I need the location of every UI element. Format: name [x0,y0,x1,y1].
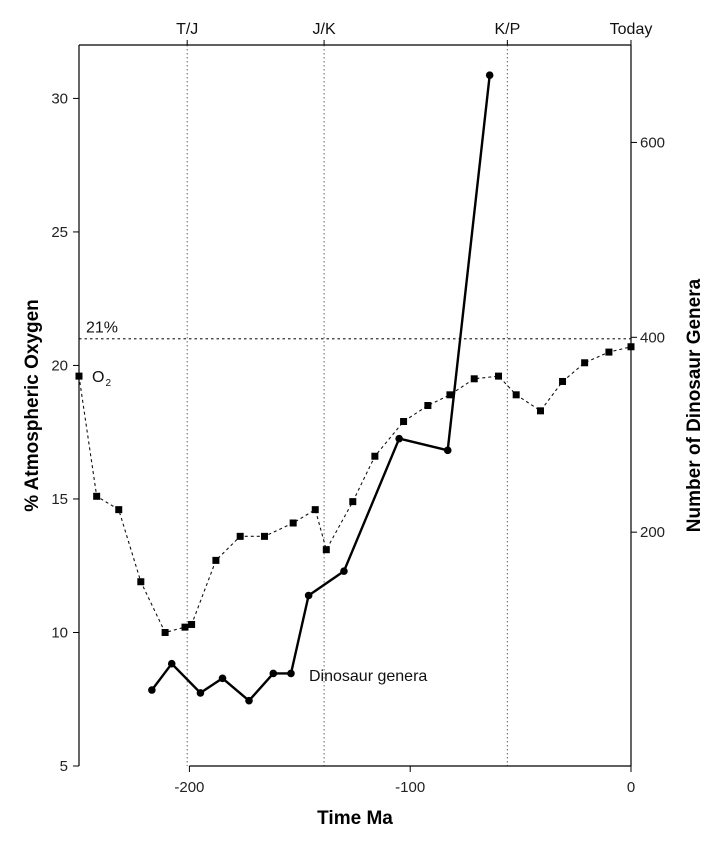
x-axis-title: Time Ma [317,808,393,829]
y2-axis-title: Number of Dinosaur Genera [684,278,705,532]
y-tick-label: 25 [51,224,68,241]
y-tick-label: 10 [51,624,68,641]
top-marker-label: K/P [494,21,520,38]
o2-point [446,391,454,399]
o2-point [322,546,330,554]
axes-layer [73,40,637,772]
o2-point [470,375,478,383]
o2-point [115,506,123,514]
o2-annotation-main: O [92,369,104,386]
o2-annotation: O2 [92,369,111,389]
top-marker-label: T/J [176,21,198,38]
dinosaur-point [196,689,205,697]
series-o2-line [78,346,632,634]
o2-point [93,492,101,500]
series-dinosaur-genera-line [150,75,491,702]
y-axis-title: % Atmospheric Oxygen [22,299,43,512]
o2-point [161,628,169,636]
x-tick-label: -100 [395,779,425,796]
o2-point [627,343,635,351]
o2-point [181,623,189,631]
o2-point [349,498,357,506]
y-tick-label: 5 [60,758,68,775]
o2-point [371,452,379,460]
o2-point [495,372,503,380]
o2-point [260,532,268,540]
dinosaur-point [245,696,253,705]
y2-tick-label: 600 [640,134,665,151]
o2-point [236,532,244,540]
dinosaur-point [148,686,156,694]
y2-tick-label: 400 [640,329,665,346]
o2-point [581,359,589,367]
dinosaur-point [167,659,176,668]
o2-point [424,402,432,409]
x-tick-label: -200 [174,779,204,796]
dinosaur-point [485,71,494,80]
o2-point [605,348,613,356]
dinosaur-point [395,434,403,443]
x-tick-label: 0 [627,779,635,796]
top-marker-label: J/K [313,21,336,38]
series-layer [75,71,635,705]
dinosaur-point [443,446,452,455]
o2-point [536,407,544,415]
top-marker-label: Today [610,21,653,38]
o2-point [75,372,83,380]
grid-layer [79,45,631,766]
dinosaur-annotation: Dinosaur genera [309,668,427,685]
dinosaur-point [269,669,278,678]
o2-point [559,377,567,385]
y-tick-label: 15 [51,491,68,508]
dinosaur-point [287,669,295,678]
dinosaur-point [218,674,227,683]
o2-point [311,506,319,514]
dinosaur-point [304,591,313,600]
reference-line-label: 21% [86,320,118,337]
y-tick-label: 20 [51,357,68,374]
y-tick-label: 30 [51,90,68,107]
o2-point [212,556,220,564]
o2-point [188,620,196,628]
o2-point [137,578,145,586]
o2-annotation-subscript: 2 [105,378,111,389]
dinosaur-point [340,567,348,575]
y2-tick-label: 200 [640,524,665,541]
o2-point [289,519,297,527]
labels-layer: 5 10 15 20 25 30 200 400 600 -200 -100 0 T/J J/K K/P To… [22,21,705,829]
o2-point [512,391,520,399]
o2-point [400,418,408,426]
